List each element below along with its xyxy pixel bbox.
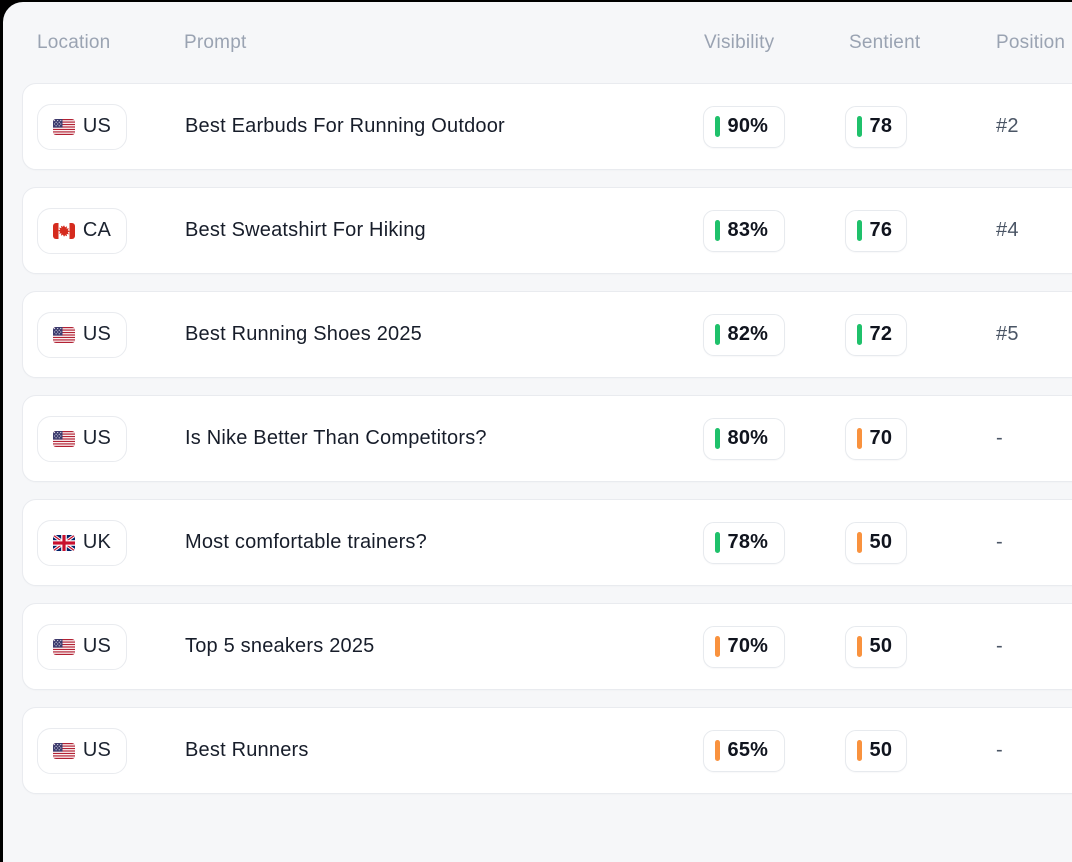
visibility-value: 65% — [727, 739, 769, 761]
visibility-badge: 82% — [703, 313, 785, 356]
visibility-badge: 90% — [703, 105, 785, 148]
table-body: US Best Earbuds For Running Outdoor 90% … — [3, 83, 1072, 811]
sentient-badge: 50 — [845, 521, 907, 564]
sentient-value: 50 — [869, 739, 893, 761]
sentient-badge: 70 — [845, 417, 907, 460]
location-label: US — [82, 323, 112, 345]
prompt-text: Best Sweatshirt For Hiking — [185, 219, 426, 241]
location-label: US — [82, 739, 112, 761]
sentient-badge: 78 — [845, 105, 907, 148]
table-header: Location Prompt Visibility Sentient Posi… — [3, 2, 1072, 83]
position-value: - — [996, 531, 1003, 553]
visibility-badge: 83% — [703, 209, 785, 252]
visibility-bar — [715, 532, 720, 553]
prompt-text: Best Earbuds For Running Outdoor — [185, 115, 505, 137]
table-row[interactable]: US Best Running Shoes 2025 82% 72 #5 — [22, 291, 1072, 378]
position-value: #4 — [996, 219, 1019, 241]
sentient-bar — [857, 428, 862, 449]
uk-flag-icon — [52, 534, 75, 551]
table-row[interactable]: US Top 5 sneakers 2025 70% 50 - — [22, 603, 1072, 690]
position-value: #5 — [996, 323, 1019, 345]
visibility-value: 80% — [727, 427, 769, 449]
visibility-badge: 78% — [703, 521, 785, 564]
prompt-text: Best Running Shoes 2025 — [185, 323, 422, 345]
location-label: US — [82, 427, 112, 449]
position-value: - — [996, 427, 1003, 449]
position-value: - — [996, 635, 1003, 657]
table-row[interactable]: US Is Nike Better Than Competitors? 80% … — [22, 395, 1072, 482]
location-label: UK — [82, 531, 112, 553]
sentient-value: 72 — [869, 323, 893, 345]
location-chip: US — [37, 415, 127, 462]
prompt-text: Most comfortable trainers? — [185, 531, 427, 553]
visibility-bar — [715, 740, 720, 761]
visibility-bar — [715, 324, 720, 345]
visibility-value: 90% — [727, 115, 769, 137]
location-chip: US — [37, 727, 127, 774]
visibility-value: 70% — [727, 635, 769, 657]
sentient-badge: 76 — [845, 209, 907, 252]
location-label: US — [82, 635, 112, 657]
location-label: US — [82, 115, 112, 137]
sentient-bar — [857, 220, 862, 241]
location-chip: UK — [37, 519, 127, 566]
prompt-text: Is Nike Better Than Competitors? — [185, 427, 487, 449]
us-flag-icon — [52, 638, 75, 655]
position-value: #2 — [996, 115, 1019, 137]
location-label: CA — [82, 219, 112, 241]
visibility-badge: 70% — [703, 625, 785, 668]
sentient-badge: 50 — [845, 625, 907, 668]
table-row[interactable]: UK Most comfortable trainers? 78% 50 - — [22, 499, 1072, 586]
sentient-value: 50 — [869, 531, 893, 553]
visibility-badge: 65% — [703, 729, 785, 772]
table-row[interactable]: US Best Runners 65% 50 - — [22, 707, 1072, 794]
table-row[interactable]: CA Best Sweatshirt For Hiking 83% 76 #4 — [22, 187, 1072, 274]
sentient-badge: 72 — [845, 313, 907, 356]
prompts-table-panel: Location Prompt Visibility Sentient Posi… — [3, 2, 1072, 862]
location-chip: US — [37, 103, 127, 150]
sentient-bar — [857, 532, 862, 553]
column-header-position: Position — [996, 31, 1066, 53]
sentient-badge: 50 — [845, 729, 907, 772]
sentient-value: 76 — [869, 219, 893, 241]
sentient-value: 78 — [869, 115, 893, 137]
prompt-text: Best Runners — [185, 739, 309, 761]
us-flag-icon — [52, 118, 75, 135]
us-flag-icon — [52, 742, 75, 759]
location-chip: US — [37, 311, 127, 358]
visibility-value: 82% — [727, 323, 769, 345]
visibility-bar — [715, 116, 720, 137]
location-chip: US — [37, 623, 127, 670]
sentient-bar — [857, 636, 862, 657]
visibility-bar — [715, 428, 720, 449]
visibility-bar — [715, 220, 720, 241]
visibility-badge: 80% — [703, 417, 785, 460]
us-flag-icon — [52, 430, 75, 447]
sentient-bar — [857, 324, 862, 345]
table-row[interactable]: US Best Earbuds For Running Outdoor 90% … — [22, 83, 1072, 170]
sentient-value: 70 — [869, 427, 893, 449]
column-header-prompt: Prompt — [184, 31, 247, 53]
sentient-bar — [857, 740, 862, 761]
position-value: - — [996, 739, 1003, 761]
column-header-visibility: Visibility — [704, 31, 775, 53]
visibility-value: 78% — [727, 531, 769, 553]
column-header-sentient: Sentient — [849, 31, 921, 53]
prompt-text: Top 5 sneakers 2025 — [185, 635, 375, 657]
visibility-bar — [715, 636, 720, 657]
column-header-location: Location — [37, 31, 111, 53]
sentient-value: 50 — [869, 635, 893, 657]
ca-flag-icon — [52, 222, 75, 239]
sentient-bar — [857, 116, 862, 137]
location-chip: CA — [37, 207, 127, 254]
us-flag-icon — [52, 326, 75, 343]
visibility-value: 83% — [727, 219, 769, 241]
